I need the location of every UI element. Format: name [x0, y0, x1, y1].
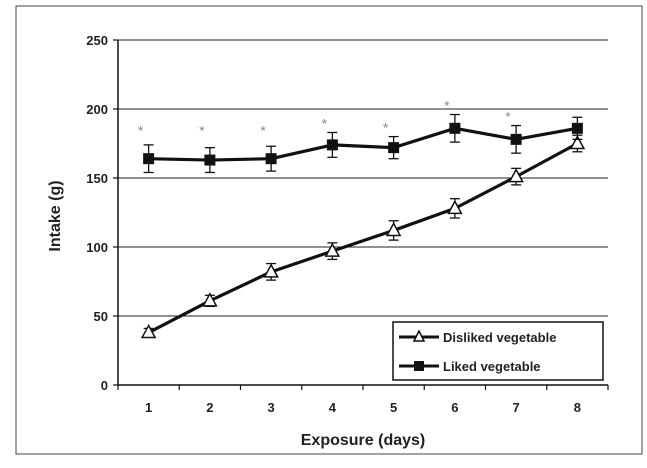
y-tick-label: 50: [94, 309, 108, 324]
x-tick-label: 5: [390, 400, 397, 415]
data-point-square: [265, 153, 277, 165]
data-point-square: [143, 153, 155, 165]
x-tick-labels: 1 2 3 4 5 6 7 8: [145, 400, 581, 415]
grid-lines: [118, 39, 608, 317]
y-tick-labels: 0 50 100 150 200 250: [86, 33, 108, 393]
data-point-square: [204, 154, 216, 166]
data-point-square: [571, 122, 583, 134]
series-line: [148, 126, 578, 162]
x-tick-label: 1: [145, 400, 152, 415]
series-disliked: [140, 134, 586, 339]
legend-item-disliked: Disliked vegetable: [399, 329, 556, 345]
significance-asterisk: *: [138, 122, 144, 138]
y-tick-label: 200: [86, 102, 108, 117]
significance-asterisk: *: [444, 98, 450, 114]
axes: [113, 39, 609, 390]
y-tick-label: 100: [86, 240, 108, 255]
x-tick-label: 3: [268, 400, 275, 415]
y-tick-label: 150: [86, 171, 108, 186]
y-tick-label: 250: [86, 33, 108, 48]
data-point-square: [449, 122, 461, 134]
data-point-square: [326, 139, 338, 151]
y-tick-label: 0: [101, 378, 108, 393]
legend-square-marker: [414, 361, 424, 371]
legend-label-liked: Liked vegetable: [443, 359, 541, 374]
data-point-square: [388, 142, 400, 154]
significance-asterisk: *: [260, 122, 266, 138]
significance-asterisk: *: [383, 120, 389, 136]
data-point-triangle: [140, 323, 157, 339]
x-tick-label: 4: [329, 400, 337, 415]
legend-label-disliked: Disliked vegetable: [443, 330, 556, 345]
significance-markers: * * * * * * *: [138, 98, 512, 139]
data-point-triangle: [447, 199, 463, 215]
legend: Disliked vegetable Liked vegetable: [392, 321, 604, 381]
legend-triangle-marker: [412, 329, 426, 342]
data-point-triangle: [508, 168, 524, 183]
x-tick-label: 2: [206, 400, 213, 415]
legend-item-liked: Liked vegetable: [399, 359, 541, 374]
legend-box: [392, 321, 604, 381]
data-point-triangle: [324, 242, 341, 257]
series-line: [147, 142, 579, 334]
data-point-triangle: [569, 134, 586, 150]
significance-asterisk: *: [199, 122, 205, 138]
data-point-triangle: [385, 221, 402, 237]
x-axis-title: Exposure (days): [301, 432, 425, 449]
x-tick-label: 7: [513, 400, 520, 415]
series-liked: [143, 113, 583, 174]
data-point-square: [510, 133, 522, 145]
significance-asterisk: *: [505, 109, 511, 125]
series-layer: [140, 113, 586, 339]
data-point-triangle: [263, 263, 279, 278]
x-tick-label: 8: [574, 400, 581, 415]
data-point-triangle: [202, 292, 218, 307]
outer-border: [15, 5, 643, 455]
y-axis-title: Intake (g): [47, 180, 64, 251]
x-tick-label: 6: [451, 400, 458, 415]
significance-asterisk: *: [322, 115, 328, 131]
